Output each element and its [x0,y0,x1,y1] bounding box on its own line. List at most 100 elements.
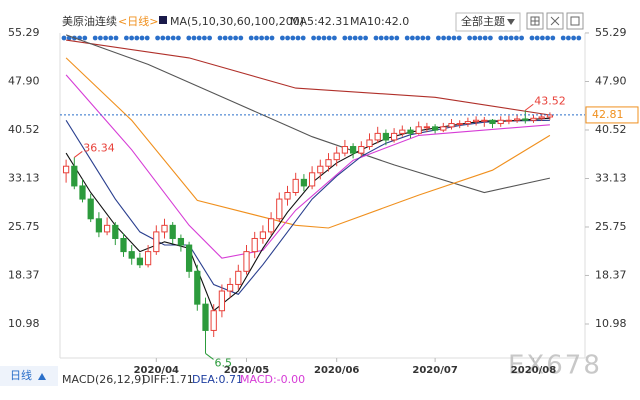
y-tick-label-right: 55.29 [595,26,627,39]
event-dot [550,35,556,41]
candle-body [185,244,193,272]
event-dot [207,35,213,41]
event-dot [176,35,181,41]
event-dot [545,35,550,41]
x-tick-label: 2020/05 [224,365,269,376]
candle-body [226,283,234,292]
candle-body [169,224,176,239]
event-dot [347,35,353,41]
event-dot [228,35,233,41]
event-dot [384,35,389,41]
ma10-value: MA10:42.0 [350,15,409,28]
period-tab[interactable] [0,366,58,386]
event-dot [576,35,582,41]
annotation-pointer [524,103,534,111]
y-tick-label-right: 18.37 [595,268,627,281]
event-dot [311,35,316,41]
candle-body [456,123,463,126]
candle-body [210,310,217,331]
theme-dropdown[interactable] [455,12,521,32]
candle-body [538,116,545,119]
candle-body [87,198,94,220]
candle-body [431,126,439,131]
event-dot [321,35,327,41]
candle-body [120,237,127,253]
ma5-value: MA5:42.31 [290,15,349,28]
y-tick-label-right: 40.52 [595,123,627,136]
x-tick-label: 2020/08 [511,365,556,376]
event-dot [108,35,114,41]
candle-body [243,251,250,272]
event-dot [92,35,98,41]
expand-button[interactable] [566,12,584,30]
event-dot [61,35,67,41]
event-dot [98,35,103,41]
candle-body [267,218,275,233]
moving-average-line [65,57,551,229]
event-dot [139,35,145,41]
y-tick-label-right: 47.90 [595,75,627,88]
candle-body [423,126,431,129]
y-tick-label-right: 33.13 [595,172,627,185]
event-dot [217,35,223,41]
candle-body [341,146,349,154]
event-dot [566,35,571,41]
candle-body [62,165,70,174]
candle-body [284,192,291,200]
candle-body [235,270,242,285]
event-dot [285,35,290,41]
close-icon [550,16,560,26]
macd-diff: DIFF:1.71 [142,373,194,386]
event-dot [571,35,576,41]
layout-icon [530,16,540,26]
candle-body [513,118,521,121]
moving-average-line [66,39,550,116]
event-dot [503,35,509,41]
event-dot [472,35,478,41]
event-dot [264,35,270,41]
theme-label: 全部主题 [461,14,505,28]
candle-body [95,218,103,233]
event-dot [425,35,431,41]
event-dot [389,35,394,41]
event-dot [103,35,108,41]
event-dot [300,35,306,41]
event-dot [165,35,171,41]
symbol: 美原油连续 [62,14,117,28]
candle-body [366,139,373,148]
candle-body [251,237,258,253]
event-dot [269,35,275,41]
event-dot [233,35,239,41]
event-dot [280,35,285,41]
event-dot [222,35,228,41]
y-tick-label-right: 10.98 [595,317,627,330]
candle-body [317,165,324,174]
annotation-pointer [74,151,83,158]
candle-body [325,159,332,167]
y-tick-label: 55.29 [8,26,40,39]
event-dot [451,35,457,41]
event-dot [498,35,504,41]
event-dot [160,35,166,41]
moving-average-line [65,74,550,259]
event-dot [352,35,358,41]
y-tick-label: 47.90 [8,75,40,88]
event-dot [529,35,535,41]
expand-icon [570,16,580,26]
event-dot [326,35,332,41]
event-dot [82,35,88,41]
candle-body [71,165,78,187]
candle-body [300,178,308,187]
event-dot [254,35,259,41]
event-dot [170,35,176,41]
event-dot [238,35,244,41]
event-dot [373,35,379,41]
candle-body [407,129,414,134]
y-tick-label: 40.52 [8,123,40,136]
period-selector[interactable]: <日线> [118,14,158,28]
event-dot [144,35,150,41]
annotation-label: 36.34 [83,141,115,154]
candle-body [472,119,480,123]
event-dot [404,35,410,41]
